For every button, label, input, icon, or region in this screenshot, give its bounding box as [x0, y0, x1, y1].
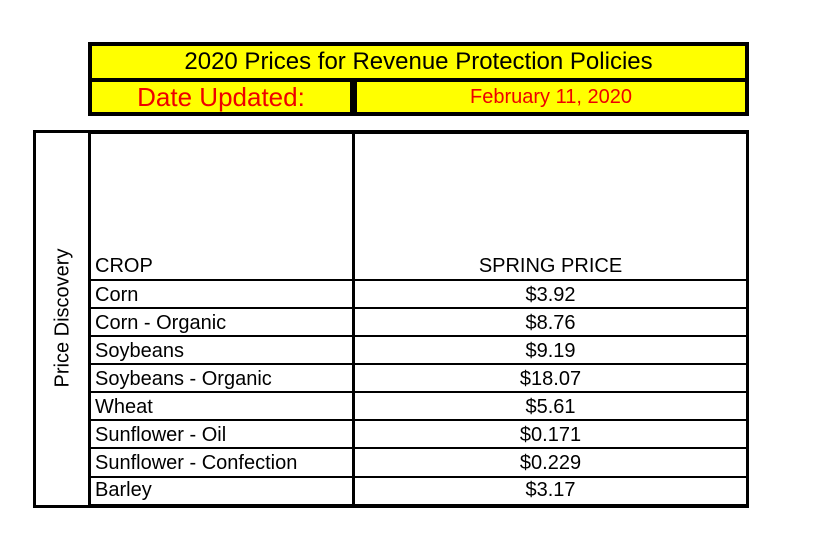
row-divider [91, 335, 746, 337]
table-row-price: $0.171 [519, 423, 582, 446]
date-label-text: Date Updated: [137, 81, 305, 112]
column-header-price-text: SPRING PRICE [478, 254, 623, 277]
column-header-crop-text: CROP [95, 254, 153, 277]
date-updated-label: Date Updated: [88, 82, 354, 116]
table-row-crop: Soybeans - Organic [95, 367, 272, 390]
table-row-price: $3.92 [525, 283, 576, 306]
title-text: 2020 Prices for Revenue Protection Polic… [184, 48, 653, 75]
table-row-price: $3.17 [525, 478, 576, 501]
price-table [88, 130, 749, 508]
table-row-crop: Sunflower - Confection [95, 451, 298, 474]
page-title: 2020 Prices for Revenue Protection Polic… [88, 42, 749, 82]
row-divider [91, 363, 746, 365]
table-row-price: $8.76 [525, 311, 576, 334]
column-header-crop: CROP [95, 252, 351, 280]
table-row-crop: Soybeans [95, 339, 184, 362]
row-divider [91, 279, 746, 281]
table-row-crop: Sunflower - Oil [95, 423, 227, 446]
row-divider [91, 476, 746, 478]
side-label: Price Discovery [51, 248, 74, 388]
side-label-box [33, 130, 93, 508]
table-row-price: $9.19 [525, 339, 576, 362]
date-value-text: February 11, 2020 [470, 85, 632, 108]
table-row-crop: Corn - Organic [95, 311, 227, 334]
table-row-price: $5.61 [525, 395, 576, 418]
date-updated-value: February 11, 2020 [354, 82, 749, 116]
table-row-price: $0.229 [519, 451, 582, 474]
row-divider [91, 447, 746, 449]
row-divider [91, 419, 746, 421]
row-divider [91, 391, 746, 393]
table-row-crop: Corn [95, 283, 139, 306]
column-header-spring-price: SPRING PRICE [355, 252, 746, 280]
table-row-crop: Wheat [95, 395, 153, 418]
table-row-crop: Barley [95, 478, 152, 501]
row-divider [91, 307, 746, 309]
table-row-price: $18.07 [519, 367, 582, 390]
column-divider [352, 130, 355, 508]
